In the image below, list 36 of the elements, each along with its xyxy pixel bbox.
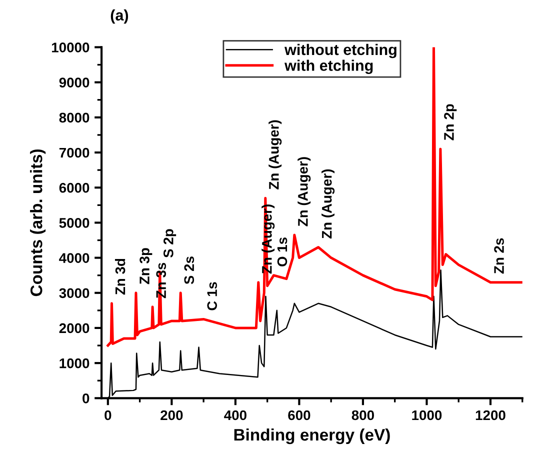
annotation: Zn 3s bbox=[156, 262, 166, 298]
y-tick-label: 1000 bbox=[60, 358, 90, 368]
y-tick-label: 10000 bbox=[52, 42, 90, 52]
x-tick-label: 400 bbox=[224, 410, 246, 420]
y-tick-label: 5000 bbox=[59, 218, 90, 228]
x-tick-label: 200 bbox=[160, 410, 183, 420]
annotation: O 1s bbox=[277, 237, 288, 266]
legend-label: without etching bbox=[284, 44, 396, 58]
y-tick-label: 2000 bbox=[59, 323, 90, 334]
y-tick-label: 6000 bbox=[59, 182, 90, 193]
y-axis-title: Counts (arb. units) bbox=[30, 149, 46, 296]
x-tick-label: 0 bbox=[104, 410, 112, 420]
y-tick-label: 9000 bbox=[59, 78, 90, 88]
annotation: Zn 3d bbox=[114, 258, 126, 295]
y-tick-label: 3000 bbox=[59, 288, 90, 298]
annotation: S 2s bbox=[184, 256, 194, 284]
annotation: Zn 3p bbox=[140, 248, 152, 284]
annotation: Zn 2s bbox=[494, 238, 504, 274]
annotation: Zn (Auger) bbox=[262, 204, 275, 274]
y-tick-label: 8000 bbox=[59, 112, 90, 123]
text: (a) bbox=[110, 9, 128, 24]
x-tick-label: 800 bbox=[352, 410, 374, 420]
x-axis-title: Binding energy (eV) bbox=[234, 428, 390, 444]
annotation: S 2p bbox=[164, 229, 176, 258]
y-tick-label: 0 bbox=[82, 393, 90, 404]
annotation: Zn (Auger) bbox=[268, 120, 282, 190]
y-tick-label: 7000 bbox=[59, 148, 90, 158]
annotation: Zn (Auger) bbox=[298, 157, 311, 226]
x-tick-label: 1000 bbox=[412, 410, 442, 420]
y-tick-label: 4000 bbox=[59, 253, 90, 263]
annotation: Zn (Auger) bbox=[322, 169, 335, 239]
x-tick-label: 1200 bbox=[476, 410, 506, 420]
legend-label: with etching bbox=[284, 60, 373, 74]
annotation: C 1s bbox=[207, 282, 218, 310]
x-tick-label: 600 bbox=[288, 410, 310, 420]
annotation: Zn 2p bbox=[444, 104, 457, 140]
